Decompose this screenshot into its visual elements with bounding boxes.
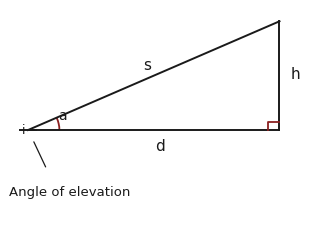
Text: Angle of elevation: Angle of elevation bbox=[9, 186, 131, 199]
Text: d: d bbox=[155, 139, 165, 154]
Text: h: h bbox=[290, 67, 300, 82]
Text: s: s bbox=[143, 58, 151, 73]
Text: a: a bbox=[58, 109, 67, 123]
Text: i: i bbox=[21, 123, 25, 137]
